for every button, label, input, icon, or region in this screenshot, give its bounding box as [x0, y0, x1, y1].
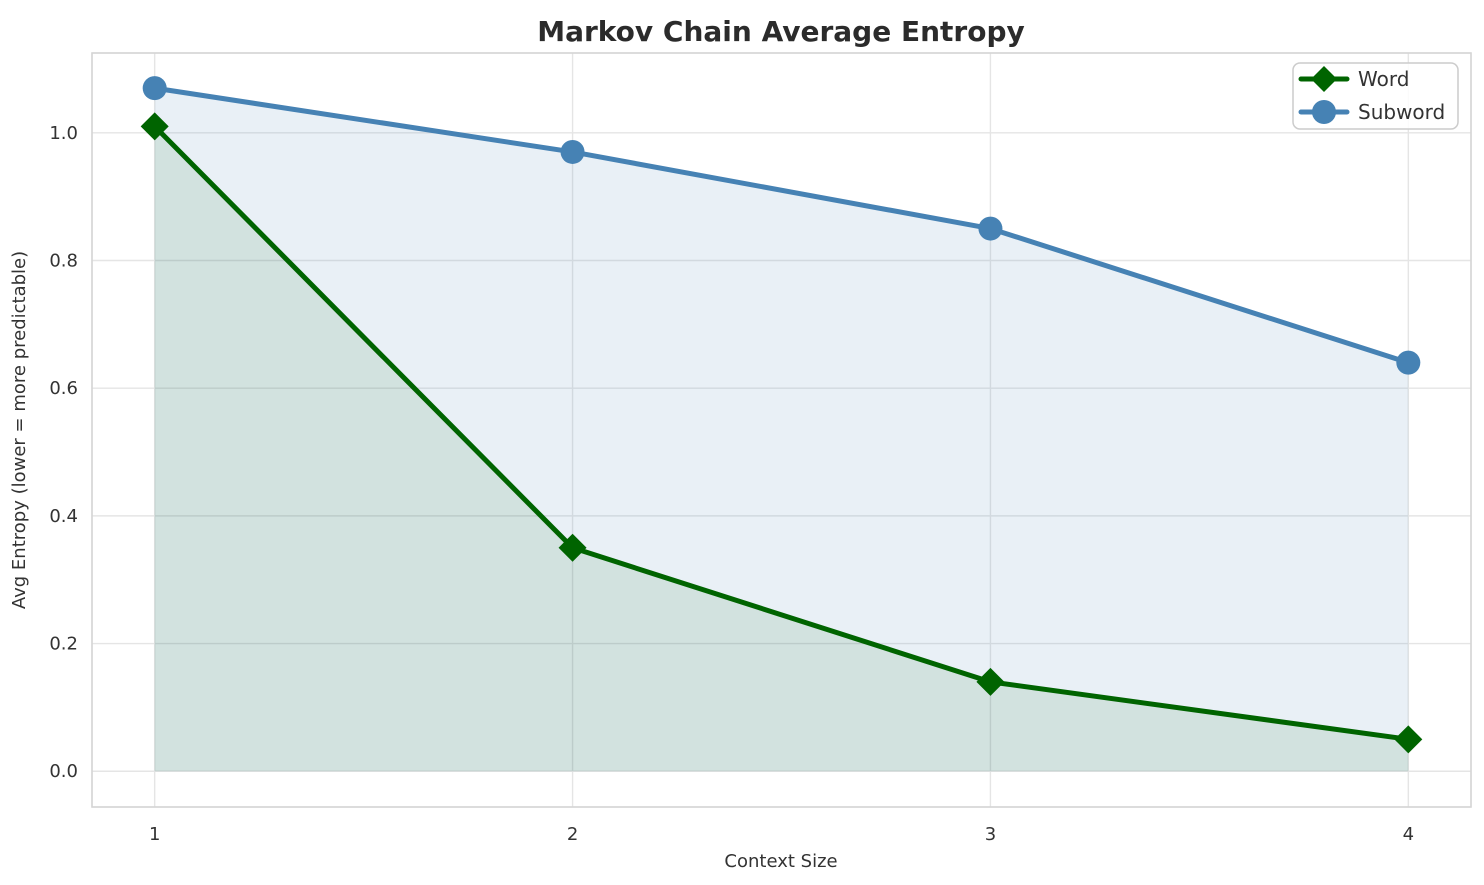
data-point-marker-word: [558, 533, 587, 562]
x-tick-label: 3: [985, 824, 996, 845]
legend-label-subword: Subword: [1358, 100, 1445, 124]
y-axis-label: Avg Entropy (lower = more predictable): [9, 251, 30, 609]
data-point-marker-word: [1394, 725, 1423, 754]
series-line-word: [152, 123, 1411, 742]
data-point-marker-word: [976, 667, 1005, 696]
x-tick-label: 1: [149, 824, 160, 845]
y-tick-label: 1.0: [49, 123, 78, 144]
tick-layer: 1 2 3 4 0.0 0.2 0.4 0.6 0.8 1.0: [49, 123, 1414, 845]
chart-title: Markov Chain Average Entropy: [537, 15, 1025, 48]
legend-marker-subword-circle-icon: [1312, 100, 1336, 124]
data-point-marker-subword: [142, 76, 167, 101]
area-fill-subword: [154, 88, 1409, 772]
plot-border: [91, 52, 1472, 808]
y-tick-label: 0.0: [49, 761, 78, 782]
y-tick-label: 0.4: [49, 506, 78, 527]
legend-marker-word-diamond-icon: [1311, 66, 1337, 92]
x-tick-label: 4: [1403, 824, 1414, 845]
legend: Word Subword: [1292, 62, 1459, 130]
y-tick-label: 0.6: [49, 378, 78, 399]
data-point-marker-subword: [978, 216, 1003, 241]
x-axis-label: Context Size: [724, 851, 837, 872]
series-layer: [140, 76, 1423, 754]
area-fill-layer: [154, 88, 1409, 772]
x-tick-label: 2: [567, 824, 578, 845]
grid-layer: [92, 53, 1471, 807]
y-tick-label: 0.8: [49, 250, 78, 271]
area-fill-word: [154, 126, 1409, 772]
y-tick-label: 0.2: [49, 634, 78, 655]
legend-label-word: Word: [1358, 67, 1409, 91]
data-point-marker-subword: [560, 139, 585, 164]
data-point-marker-subword: [1396, 350, 1421, 375]
series-line-subword: [152, 85, 1411, 366]
data-point-marker-word: [140, 112, 169, 141]
